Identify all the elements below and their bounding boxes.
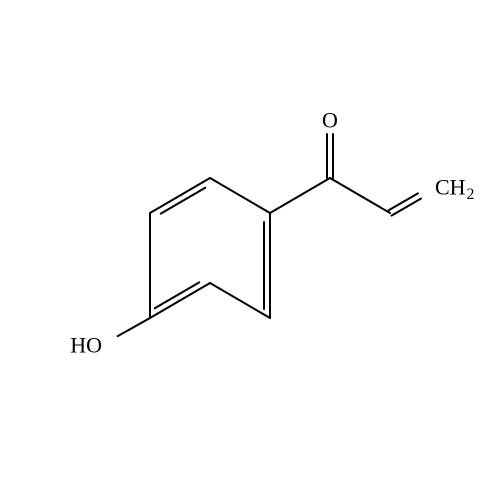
molecule-canvas: HO O CH2	[0, 0, 500, 500]
bond	[155, 282, 199, 308]
bond	[210, 283, 270, 318]
atom-label-carbonyl_o: O	[322, 108, 338, 133]
bond	[270, 178, 330, 213]
atom-label-oh: HO	[70, 333, 102, 358]
atom-label-vinyl_c2-sub: 2	[467, 186, 475, 203]
bond	[150, 283, 210, 318]
atom-label-vinyl_c2: CH	[435, 175, 466, 200]
bond	[118, 318, 150, 336]
bond	[330, 178, 390, 213]
bond	[210, 178, 270, 213]
bond	[150, 178, 210, 213]
bond	[161, 188, 205, 214]
